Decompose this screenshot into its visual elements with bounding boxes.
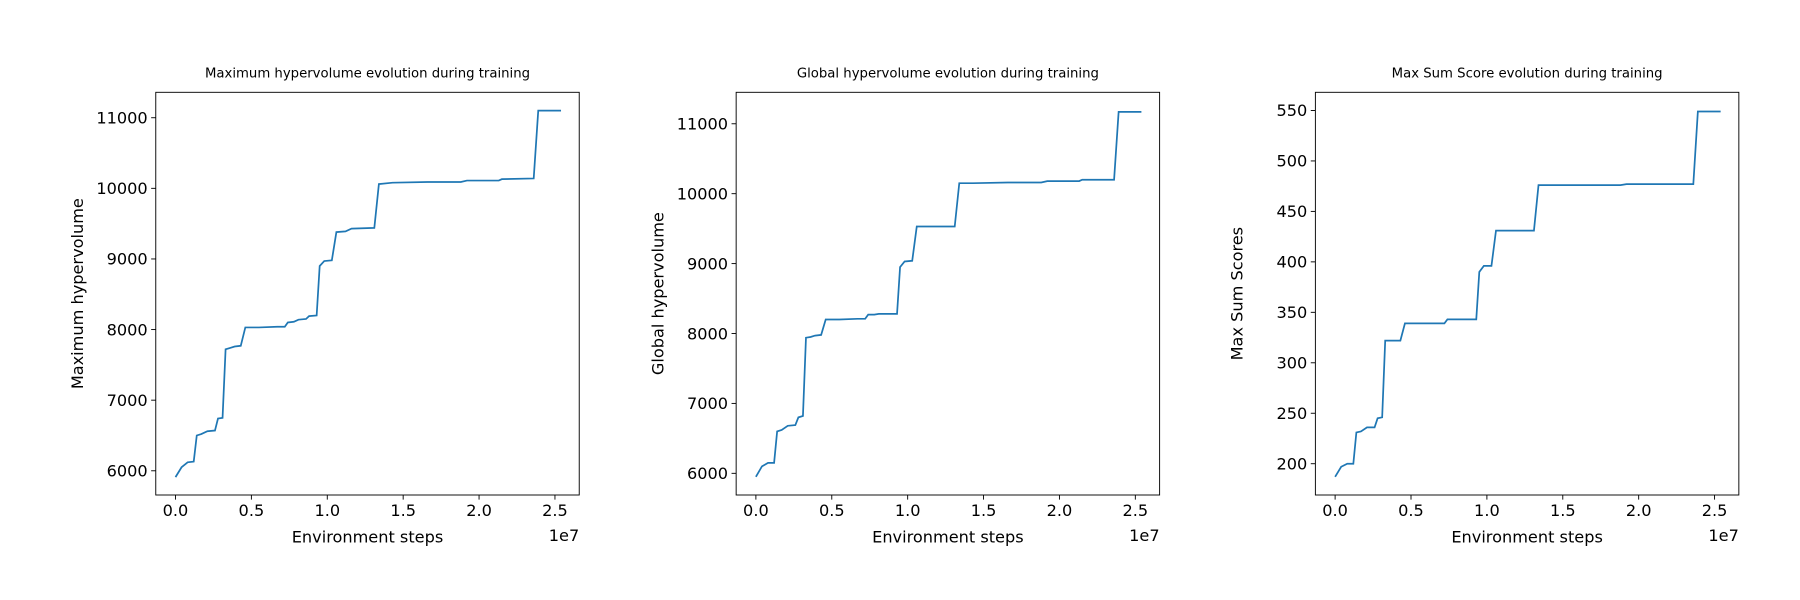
y-tick-label: 10000 (96, 179, 147, 198)
chart-title: Max Sum Score evolution during training (1392, 66, 1663, 81)
x-axis-label: Environment steps (872, 527, 1024, 546)
x-axis-label: Environment steps (1451, 527, 1603, 546)
x-tick-label: 2.0 (1047, 501, 1073, 520)
y-tick-label: 10000 (677, 184, 728, 203)
x-tick-label: 0.5 (239, 501, 265, 520)
y-tick-label: 300 (1276, 354, 1307, 373)
y-tick-label: 6000 (107, 462, 148, 481)
y-axis-label: Max Sum Scores (1228, 227, 1247, 360)
y-tick-label: 450 (1276, 202, 1307, 221)
y-tick-label: 8000 (107, 320, 148, 339)
x-axis-label: Environment steps (292, 527, 444, 546)
x-tick-label: 2.5 (1702, 501, 1728, 520)
x-tick-label: 0.0 (163, 501, 189, 520)
y-tick-label: 350 (1276, 303, 1307, 322)
x-tick-label: 0.0 (743, 501, 769, 520)
x-tick-label: 2.5 (1122, 501, 1148, 520)
y-tick-label: 9000 (107, 250, 148, 269)
x-offset-label: 1e7 (1129, 526, 1159, 545)
y-tick-label: 200 (1276, 454, 1307, 473)
data-line (174, 109, 562, 478)
x-offset-label: 1e7 (549, 526, 579, 545)
y-tick-label: 550 (1276, 101, 1307, 120)
y-tick-label: 11000 (677, 115, 728, 134)
axes-frame (1314, 91, 1740, 496)
x-tick-label: 1.5 (390, 501, 416, 520)
x-tick-label: 0.5 (819, 501, 845, 520)
axes-frame (155, 91, 580, 496)
y-tick-label: 250 (1276, 404, 1307, 423)
y-tick-label: 7000 (687, 394, 728, 413)
axes-frame (735, 91, 1161, 496)
y-tick-label: 7000 (107, 391, 148, 410)
x-tick-label: 1.5 (971, 501, 997, 520)
y-tick-label: 400 (1276, 253, 1307, 272)
data-line (1334, 110, 1721, 478)
x-tick-label: 2.0 (1626, 501, 1652, 520)
y-tick-label: 500 (1276, 152, 1307, 171)
y-tick-label: 9000 (687, 254, 728, 273)
x-tick-label: 0.0 (1322, 501, 1348, 520)
x-tick-label: 2.5 (542, 501, 568, 520)
y-tick-label: 11000 (96, 108, 147, 127)
x-tick-label: 1.0 (1474, 501, 1500, 520)
data-line (755, 111, 1142, 478)
y-tick-label: 6000 (687, 464, 728, 483)
y-tick-label: 8000 (687, 324, 728, 343)
x-offset-label: 1e7 (1708, 526, 1738, 545)
x-tick-label: 1.0 (314, 501, 340, 520)
chart-title: Global hypervolume evolution during trai… (797, 66, 1099, 81)
x-tick-label: 1.0 (895, 501, 921, 520)
chart-title: Maximum hypervolume evolution during tra… (205, 66, 530, 81)
x-tick-label: 1.5 (1550, 501, 1576, 520)
y-axis-label: Global hypervolume (648, 212, 667, 375)
x-tick-label: 0.5 (1398, 501, 1424, 520)
x-tick-label: 2.0 (466, 501, 492, 520)
y-axis-label: Maximum hypervolume (68, 198, 87, 389)
